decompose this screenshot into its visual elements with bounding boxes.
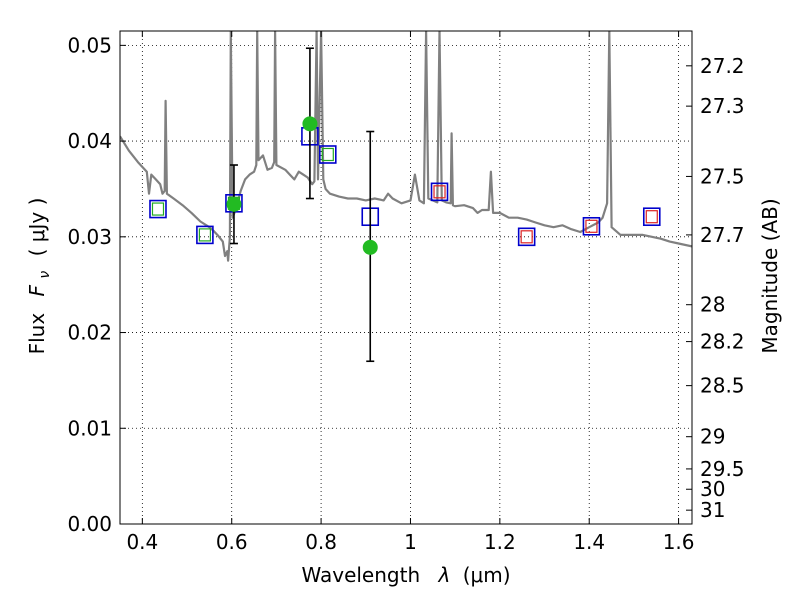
blue-square-marker	[642, 207, 661, 227]
y-tick-label: 0.01	[67, 416, 112, 440]
y-tick-label: 0.00	[67, 512, 112, 536]
blue-square-marker	[582, 216, 601, 236]
x-tick-label: 0.8	[305, 530, 337, 554]
y2-tick-label: 27.2	[700, 54, 745, 78]
y2-tick-label: 28.2	[700, 330, 745, 354]
blue-square-marker	[517, 227, 536, 247]
y2-tick-label: 29.5	[700, 457, 745, 481]
y-tick-label: 0.02	[67, 321, 112, 345]
blue-square-marker	[430, 182, 449, 202]
y2-tick-label: 27.3	[700, 94, 745, 118]
y2-tick-label: 31	[700, 498, 725, 522]
y2-tick-label: 30	[700, 477, 725, 501]
spectrum-series	[120, 31, 692, 262]
observed-point	[362, 239, 378, 255]
y-axis-label-prefix: Flux	[25, 313, 49, 355]
x-tick-label: 1	[404, 530, 417, 554]
y-tick-label: 0.04	[67, 129, 112, 153]
x-tick-label: 1.6	[663, 530, 695, 554]
x-tick-label: 0.4	[126, 530, 158, 554]
red-square-marker	[433, 185, 446, 199]
y-axis-label-subscript: ν	[37, 271, 53, 279]
grid-lines	[120, 31, 692, 525]
green-square-marker	[198, 228, 212, 242]
y-axis-label-symbol: F	[25, 284, 49, 296]
blue-square-marker	[318, 145, 337, 164]
y-axis-label-unit: ( μJy )	[25, 198, 49, 257]
blue-square-marker	[149, 199, 167, 219]
y-tick-label: 0.03	[67, 225, 112, 249]
blue-square-marker	[196, 225, 214, 245]
y2-tick-label: 28	[700, 293, 725, 317]
y2-tick-label: 27.7	[700, 223, 745, 247]
plot-frame	[119, 30, 693, 525]
red-square-marker	[585, 219, 598, 233]
observed-point	[226, 196, 242, 212]
y-axis: 0.00 0.01 0.02 0.03 0.04 0.05	[67, 33, 126, 536]
x-axis-label-prefix: Wavelength	[301, 563, 420, 587]
x-axis-label-symbol: λ	[438, 563, 451, 587]
y2-tick-label: 29	[700, 425, 725, 449]
y2-axis-label: Magnitude (AB)	[758, 198, 782, 353]
y2-tick-label: 28.5	[700, 374, 745, 398]
x-tick-label: 1.4	[573, 530, 605, 554]
y-axis-label: Flux F ν ( μJy )	[25, 198, 54, 355]
green-square-marker	[151, 202, 165, 216]
red-square-marker	[645, 210, 658, 224]
x-tick-label: 0.6	[216, 530, 248, 554]
x-axis-label-unit: (μm)	[463, 563, 511, 587]
green-square-marker	[321, 147, 334, 162]
spectrum-line	[120, 31, 692, 262]
x-tick-label: 1.2	[484, 530, 516, 554]
marker-series	[149, 47, 661, 363]
red-square-marker	[520, 230, 533, 244]
y2-tick-label: 27.5	[700, 164, 745, 188]
y-tick-label: 0.05	[67, 33, 112, 57]
x-axis-label: Wavelength λ (μm)	[301, 563, 510, 587]
observed-point	[302, 116, 318, 132]
x-axis: 0.4 0.6 0.8 1 1.2 1.4 1.6	[126, 31, 695, 554]
